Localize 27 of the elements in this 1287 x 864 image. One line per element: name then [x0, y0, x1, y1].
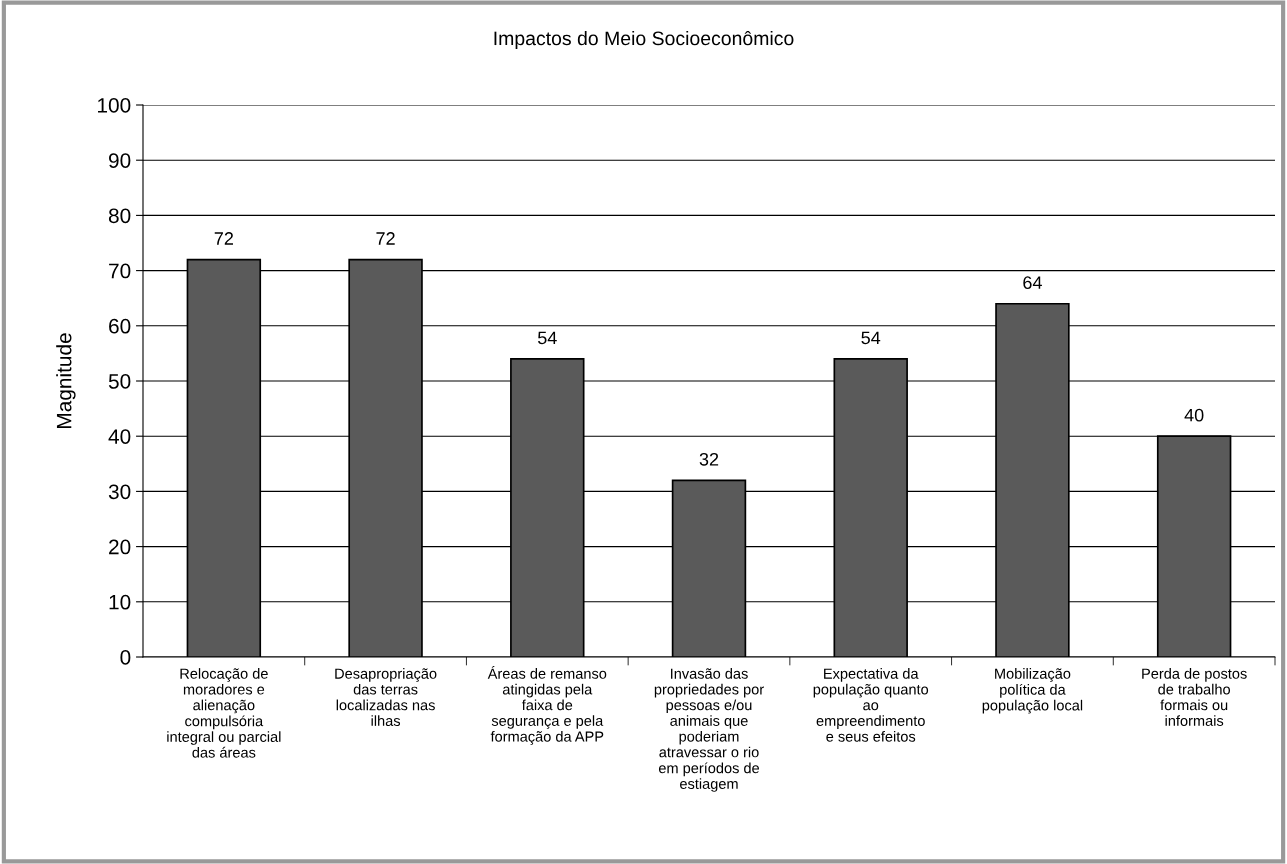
data-label: 54	[861, 331, 881, 345]
y-tick-label: 70	[109, 263, 131, 279]
y-tick-label: 30	[108, 484, 131, 500]
y-tick-label: 90	[109, 153, 131, 168]
x-tick-label: Relocação de moradores e alienação compulsória integral ou parcial das áreas	[167, 668, 281, 758]
data-label: 32	[699, 452, 719, 466]
data-label: 40	[1184, 408, 1204, 422]
x-tick-label: Expectativa da população quanto ao empreendimento e seus efeitos	[813, 668, 929, 742]
x-tick-label: Áreas de remanso atingidas pela faixa de segurança e pela formação da APP	[487, 666, 607, 745]
x-tick-label: Invasão das propriedades por pessoas e/ou animais que poderiam atravessar o rio em períodos de estiagem	[654, 668, 764, 792]
y-tick-label: 80	[108, 208, 131, 224]
y-tick-label: 0	[120, 650, 131, 665]
data-label: 54	[537, 331, 557, 345]
chart-title: Impactos do Meio Socioeconômico	[494, 30, 794, 50]
y-tick-label: 60	[109, 318, 131, 334]
y-tick-label: 100	[98, 98, 131, 113]
y-tick-label: 20	[109, 539, 131, 555]
x-tick-label: Desapropriação das terras localizadas nas ilhas	[335, 668, 437, 727]
data-label: 72	[376, 232, 395, 245]
x-tick-label: Mobilização política da população local	[982, 668, 1083, 714]
y-tick-label: 10	[109, 594, 131, 610]
x-tick-label: Perda de postos de trabalho formais ou informais	[1142, 668, 1247, 726]
data-label: 72	[214, 232, 233, 245]
y-tick-label: 40	[108, 429, 131, 444]
y-axis-title: Magnitude	[56, 333, 76, 428]
data-label: 64	[1023, 276, 1042, 290]
y-tick-label: 50	[108, 374, 131, 389]
